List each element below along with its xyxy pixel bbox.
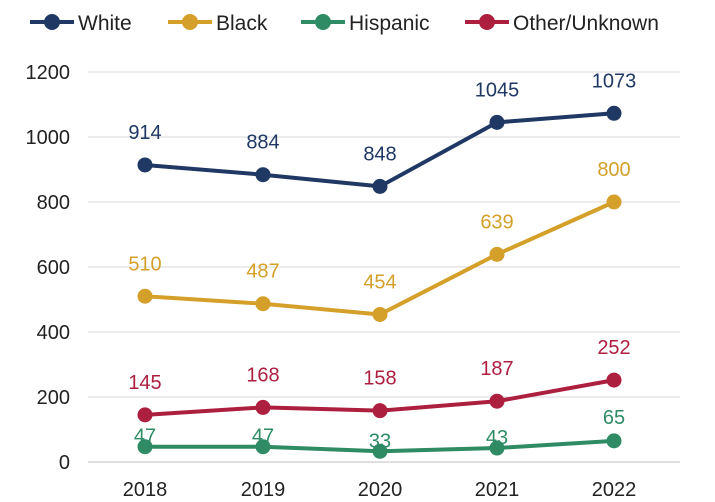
data-point-white (255, 167, 271, 183)
data-label-hispanic: 33 (369, 430, 391, 452)
series-line-black (143, 200, 616, 317)
data-point-hispanic (137, 439, 153, 455)
data-label-hispanic: 47 (252, 426, 274, 448)
legend-label: Other/Unknown (513, 12, 659, 35)
y-tick-label: 0 (59, 452, 70, 474)
data-label-white: 1073 (592, 70, 637, 92)
data-label-other-unknown: 145 (128, 372, 161, 394)
y-tick-label: 800 (37, 192, 70, 214)
data-label-other-unknown: 252 (597, 337, 630, 359)
x-tick-label: 2021 (475, 479, 520, 501)
data-point-hispanic (255, 439, 271, 455)
data-label-black: 510 (128, 253, 161, 275)
data-label-white: 884 (246, 132, 279, 154)
x-tick-label: 2020 (358, 479, 403, 501)
data-point-other-unknown (489, 393, 505, 409)
legend-item-other-unknown: Other/Unknown (465, 12, 659, 35)
y-tick-label: 600 (37, 257, 70, 279)
data-point-black (137, 288, 153, 304)
series-black: 510 487 454 639 800 (128, 159, 631, 322)
data-label-black: 800 (597, 159, 630, 181)
data-label-other-unknown: 187 (480, 358, 513, 380)
x-tick-label: 2022 (592, 479, 637, 501)
data-point-white (606, 105, 622, 121)
data-point-hispanic (372, 443, 388, 459)
legend-item-hispanic: Hispanic (301, 12, 430, 35)
legend-item-white: White (30, 12, 132, 35)
legend-marker (315, 14, 331, 30)
data-point-other-unknown (606, 372, 622, 388)
data-point-other-unknown (255, 399, 271, 415)
data-point-hispanic (489, 440, 505, 456)
data-point-other-unknown (137, 407, 153, 423)
series-white: 914 884 848 1045 1073 (128, 70, 636, 194)
data-point-black (372, 306, 388, 322)
legend-label: Black (216, 12, 268, 35)
x-tick-label: 2018 (123, 479, 168, 501)
series-hispanic: 47 47 33 43 65 (134, 407, 625, 459)
x-axis: 2018 2019 2020 2021 2022 (123, 479, 637, 501)
grid-lines (88, 71, 680, 463)
y-tick-label: 400 (37, 322, 70, 344)
data-label-other-unknown: 158 (363, 368, 396, 390)
data-label-hispanic: 43 (486, 427, 508, 449)
legend-label: Hispanic (349, 12, 430, 35)
legend-marker (44, 14, 60, 30)
legend-label: White (78, 12, 132, 35)
data-point-white (489, 114, 505, 130)
data-point-black (255, 296, 271, 312)
y-tick-label: 1200 (26, 62, 71, 84)
y-axis: 0 200 400 600 800 1000 1200 (26, 62, 71, 474)
data-point-white (372, 178, 388, 194)
data-point-white (137, 157, 153, 173)
data-label-black: 639 (480, 211, 513, 233)
legend-marker (479, 14, 495, 30)
series-other-unknown: 145 168 158 187 252 (128, 337, 631, 423)
data-point-hispanic (606, 433, 622, 449)
data-label-other-unknown: 168 (246, 364, 279, 386)
data-point-black (489, 246, 505, 262)
legend-item-black: Black (168, 12, 268, 35)
data-point-black (606, 194, 622, 210)
x-tick-label: 2019 (241, 479, 286, 501)
data-label-hispanic: 65 (603, 407, 625, 429)
data-label-black: 454 (363, 271, 396, 293)
legend-marker (182, 14, 198, 30)
y-tick-label: 1000 (26, 127, 71, 149)
data-label-white: 1045 (475, 79, 520, 101)
data-point-other-unknown (372, 403, 388, 419)
data-label-hispanic: 47 (134, 426, 156, 448)
data-label-white: 848 (363, 143, 396, 165)
legend: White Black Hispanic Other/Unknown (30, 12, 659, 35)
data-label-white: 914 (128, 122, 161, 144)
y-tick-label: 200 (37, 387, 70, 409)
series-layer: 914 884 848 1045 1073 510 487 454 639 800 47 47 33 43… (128, 70, 636, 459)
data-label-black: 487 (246, 261, 279, 283)
